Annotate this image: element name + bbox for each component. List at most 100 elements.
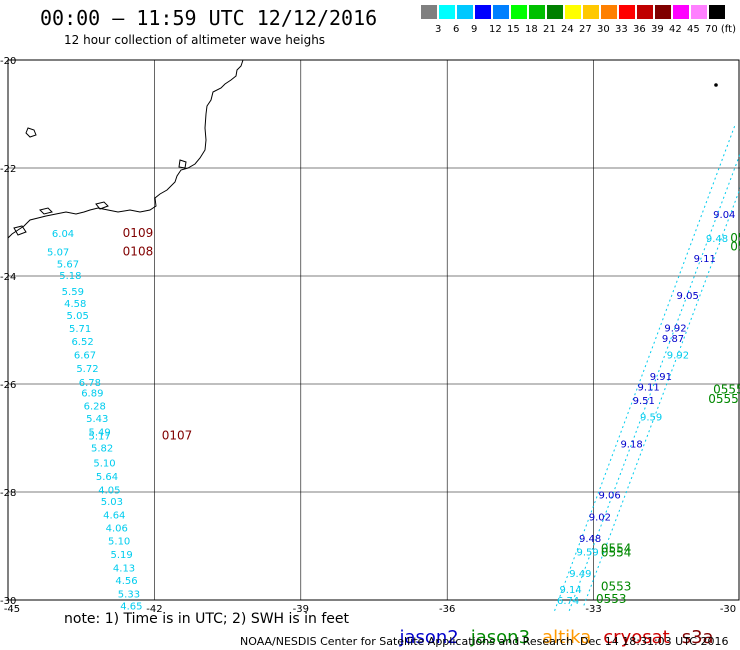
swh-value: 9.06	[598, 491, 620, 502]
swh-value: 5.33	[118, 590, 140, 601]
swh-value: 5.43	[86, 414, 108, 425]
swh-value: 6.52	[71, 337, 93, 348]
pass-time-labels: 0109010801070555055505540554055305530505	[123, 226, 740, 606]
color-scale-label: 3	[435, 24, 442, 35]
swh-value: 5.17	[89, 431, 111, 442]
island-outline	[178, 159, 187, 169]
lon-tick-label: -30	[720, 604, 736, 615]
pass-time-label: 0553	[601, 580, 632, 594]
pass-time-label: 0554	[601, 545, 632, 559]
color-scale-swatch	[547, 5, 563, 19]
color-scale-label: 33	[615, 24, 628, 35]
color-scale-label: 21	[543, 24, 556, 35]
pass-time-label: 0555	[708, 392, 739, 406]
legend-jason2: jason2	[399, 627, 459, 648]
color-scale-swatch	[421, 5, 437, 19]
swh-value: 5.03	[101, 497, 123, 508]
swh-value: 9.59	[577, 547, 599, 558]
swh-value: 5.82	[91, 444, 113, 455]
swh-value: 9.11	[638, 383, 660, 394]
lon-tick-label: -39	[293, 604, 309, 615]
map-frame	[7, 59, 740, 601]
pass-time-label: 05	[730, 239, 740, 253]
swh-values-track-west: 6.04 5.075.675.18 5.594.585.05 5.71 6.52 6.67…	[47, 229, 142, 613]
units-note: note: 1) Time is in UTC; 2) SWH is in fe…	[64, 611, 350, 627]
swh-value: 9.18	[620, 439, 642, 450]
satellite-legend: jason2 jason3 altika cryosat s3a	[388, 606, 726, 648]
pass-time-label: 0553	[596, 592, 627, 606]
swh-value: 9.05	[677, 291, 699, 302]
color-scale-label: 9	[471, 24, 478, 35]
swh-value: 9.91	[650, 372, 672, 383]
altimeter-track-lines	[554, 124, 740, 611]
color-scale-label: 45	[687, 24, 700, 35]
lon-tick-label: -45	[4, 604, 20, 615]
lon-tick-label: -33	[585, 604, 601, 615]
swh-value: 5.71	[69, 324, 91, 335]
legend-altika: altika	[542, 627, 592, 648]
swh-value: 9.48	[579, 534, 601, 545]
swh-value: 5.49	[89, 428, 111, 439]
swh-value: 6.78	[79, 378, 101, 389]
swh-value: 9.51	[633, 396, 655, 407]
swh-value: 6.67	[74, 350, 96, 361]
color-scale-label: 70 (ft)	[705, 24, 736, 35]
color-scale-swatch	[619, 5, 635, 19]
swh-value: 6.28	[84, 402, 106, 413]
brazil-coastline	[7, 59, 244, 239]
color-scale-label: 36	[633, 24, 646, 35]
satellite-ground-track	[583, 187, 740, 606]
pass-time-label: 0555	[713, 382, 740, 396]
legend-cryosat: cryosat	[603, 627, 670, 648]
swh-value: 4.06	[106, 524, 128, 535]
satellite-ground-track	[568, 152, 740, 611]
color-scale-label: 30	[597, 24, 610, 35]
color-scale-swatch	[637, 5, 653, 19]
swh-value: 5.72	[76, 364, 98, 375]
color-scale-swatch	[511, 5, 527, 19]
color-scale-label: 6	[453, 24, 460, 35]
swh-value: 9.11	[694, 254, 716, 265]
map-subtitle: 12 hour collection of altimeter wave hei…	[64, 33, 326, 47]
island-outline	[95, 201, 109, 210]
color-scale-swatch	[673, 5, 689, 19]
swh-value: 4.58	[64, 299, 86, 310]
swh-value: 4.65	[120, 601, 142, 612]
color-scale-swatch	[691, 5, 707, 19]
color-scale-swatch	[655, 5, 671, 19]
swh-value: 9.14	[559, 585, 581, 596]
lon-tick-label: -36	[439, 604, 455, 615]
swh-value: 9.02	[589, 512, 611, 523]
color-scale-swatch	[475, 5, 491, 19]
pass-time-label: 0108	[123, 245, 154, 259]
lon-tick-label: -42	[146, 604, 162, 615]
legend-jason3: jason3	[470, 627, 531, 648]
swh-value: 5.67	[57, 260, 79, 271]
pass-time-label: 0554	[601, 542, 632, 556]
color-scale-swatch	[565, 5, 581, 19]
pass-time-label: 05	[730, 231, 740, 245]
satellite-ground-track	[554, 124, 736, 611]
color-scale-swatch	[601, 5, 617, 19]
map-title: 00:00 – 11:59 UTC 12/12/2016	[40, 6, 378, 30]
swh-value: 5.10	[108, 537, 130, 548]
swh-value: 5.19	[110, 550, 132, 561]
color-scale-label: 27	[579, 24, 592, 35]
swh-value: 6.04	[52, 229, 74, 240]
island-outline	[39, 207, 53, 215]
color-scale-swatch	[439, 5, 455, 19]
swh-value: 5.07	[47, 248, 69, 259]
swh-value: 9.92	[664, 323, 686, 334]
color-scale-label: 15	[507, 24, 520, 35]
island-outline	[25, 127, 37, 138]
swh-value: 5.59	[62, 287, 84, 298]
lat-tick-label: -24	[0, 272, 16, 283]
color-scale-swatch	[493, 5, 509, 19]
swh-value: 9.04	[713, 210, 735, 221]
color-scale-label: 39	[651, 24, 664, 35]
color-scale-swatch	[457, 5, 473, 19]
coastline	[7, 59, 718, 239]
swh-value: 9.92	[667, 350, 689, 361]
swh-value: 5.10	[93, 458, 115, 469]
